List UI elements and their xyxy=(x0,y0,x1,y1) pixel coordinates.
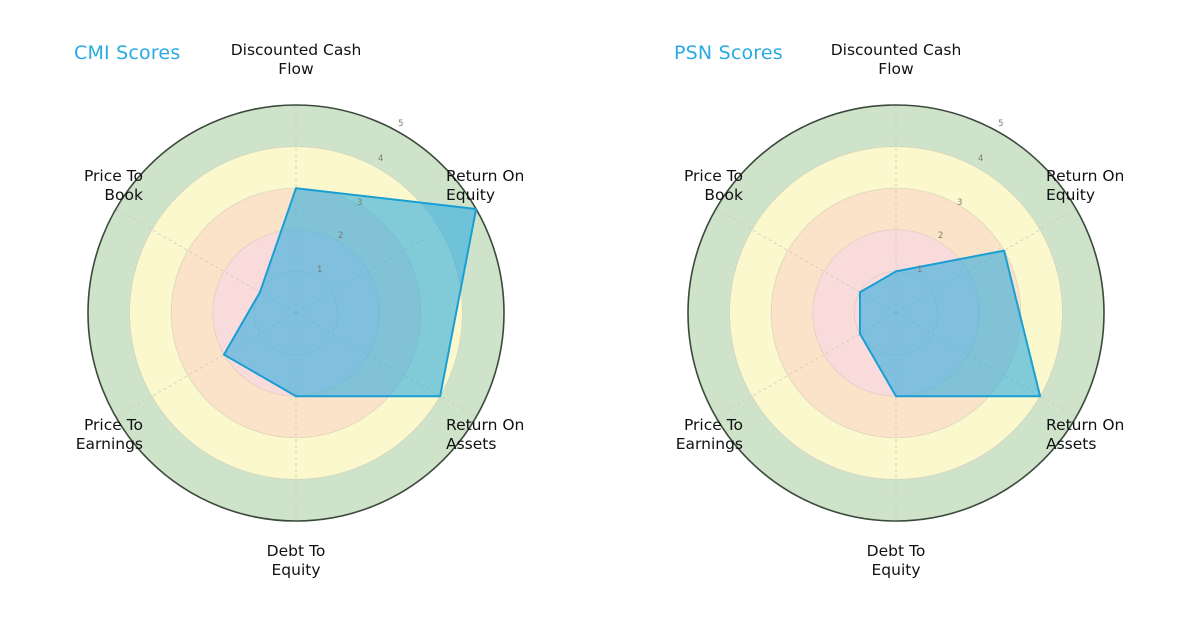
radar-spoke-5 xyxy=(715,208,897,314)
r-tick-5-cmi: 5 xyxy=(398,119,404,129)
radar-gridline-r4 xyxy=(129,146,463,480)
axis-label-price-to-book-cmi: Price To Book xyxy=(83,167,143,204)
axis-label-return-on-equity-cmi: Return On Equity xyxy=(446,167,525,204)
r-tick-3-psn: 3 xyxy=(957,198,963,208)
radar-chart-cmi xyxy=(87,104,505,522)
r-tick-2-psn: 2 xyxy=(938,231,944,241)
radar-gridline-r3 xyxy=(770,187,1022,439)
axis-label-return-on-assets-psn: Return On Assets xyxy=(1046,416,1125,453)
panel-title-cmi: CMI Scores xyxy=(74,42,181,64)
r-tick-5-psn: 5 xyxy=(998,119,1004,129)
axis-label-price-to-book-psn: Price To Book xyxy=(683,167,743,204)
axis-label-return-on-equity-psn: Return On Equity xyxy=(1046,167,1125,204)
axis-label-debt-to-equity-psn: Debt To Equity xyxy=(866,542,926,579)
panel-psn: PSN Scores Discounted Cash Flow Return O… xyxy=(600,0,1200,625)
radar-chart-psn xyxy=(687,104,1105,522)
r-tick-4-cmi: 4 xyxy=(378,154,384,164)
radar-spoke-4 xyxy=(115,312,297,418)
axis-label-return-on-assets-cmi: Return On Assets xyxy=(446,416,525,453)
radar-gridline-r4 xyxy=(729,146,1063,480)
radar-spoke-5 xyxy=(115,208,297,314)
r-tick-1-psn: 1 xyxy=(917,265,923,275)
panel-title-psn: PSN Scores xyxy=(674,42,783,64)
r-tick-2-cmi: 2 xyxy=(338,231,344,241)
axis-label-price-to-earnings-psn: Price To Earnings xyxy=(675,416,743,453)
r-tick-4-psn: 4 xyxy=(978,154,984,164)
radar-spoke-4 xyxy=(715,312,897,418)
axis-label-discounted-cash-flow-psn: Discounted Cash Flow xyxy=(830,41,962,78)
axis-label-discounted-cash-flow-cmi: Discounted Cash Flow xyxy=(230,41,362,78)
r-tick-1-cmi: 1 xyxy=(317,265,323,275)
radar-series-psn[interactable] xyxy=(858,249,1042,398)
radar-outer-boundary xyxy=(87,104,505,522)
panel-cmi: CMI Scores Discounted Cash Flow Return O… xyxy=(74,41,525,579)
radar-outer-boundary xyxy=(687,104,1105,522)
r-tick-3-cmi: 3 xyxy=(357,198,363,208)
axis-label-debt-to-equity-cmi: Debt To Equity xyxy=(266,542,326,579)
radar-series-cmi[interactable] xyxy=(222,187,478,398)
axis-label-price-to-earnings-cmi: Price To Earnings xyxy=(75,416,143,453)
